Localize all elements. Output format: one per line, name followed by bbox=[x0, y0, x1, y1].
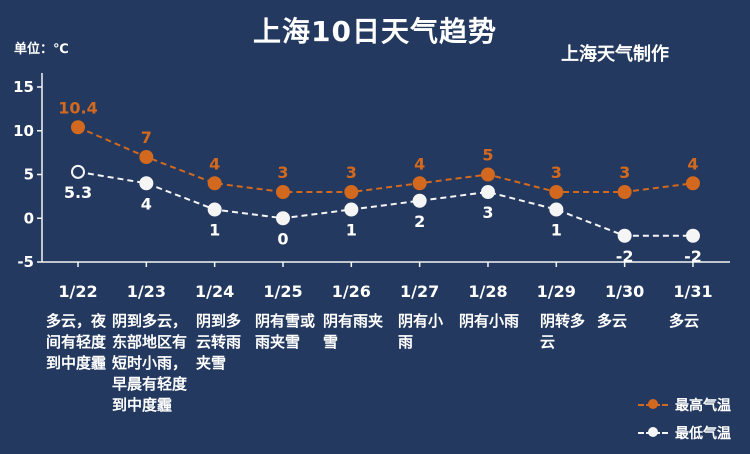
source-label: 上海天气制作 bbox=[561, 44, 669, 65]
weather-description: 阴到多 云转雨 夹雪 bbox=[196, 312, 242, 372]
high-point bbox=[480, 167, 495, 182]
low-point bbox=[412, 193, 427, 208]
x-tick-label: 1/26 bbox=[332, 282, 371, 301]
legend-low-label: 最低气温 bbox=[675, 426, 731, 442]
high-point bbox=[275, 185, 290, 199]
high-point bbox=[71, 120, 85, 135]
x-tick-label: 1/31 bbox=[673, 282, 712, 301]
legend: 最高气温 最低气温 bbox=[638, 390, 746, 448]
low-data-label: -2 bbox=[616, 247, 634, 266]
high-data-label: 10.4 bbox=[58, 98, 97, 117]
chart-title: 上海10日天气趋势 bbox=[253, 15, 497, 48]
low-data-label: 3 bbox=[482, 203, 493, 222]
weather-description: 阴有小雨 bbox=[459, 312, 520, 330]
low-data-label: 0 bbox=[277, 229, 288, 248]
high-point bbox=[617, 185, 632, 199]
high-data-label: 7 bbox=[141, 128, 152, 147]
high-point bbox=[685, 176, 700, 191]
weather-description: 阴到多云， 东部地区有 短时小雨， 早晨有轻度 到中度霾 bbox=[112, 312, 188, 414]
y-tick-label: 10 bbox=[13, 122, 34, 140]
low-data-label: 1 bbox=[209, 221, 220, 240]
high-point bbox=[139, 150, 154, 164]
weather-description: 阴有雨夹 雪 bbox=[323, 312, 384, 351]
high-data-label: 4 bbox=[414, 154, 425, 173]
low-point bbox=[617, 228, 632, 243]
low-point bbox=[71, 164, 85, 179]
series-layer bbox=[71, 120, 700, 243]
unit-label: 单位：℃ bbox=[14, 42, 69, 57]
legend-low: 最低气温 bbox=[638, 420, 746, 444]
low-data-label: 2 bbox=[414, 212, 425, 231]
y-tick-label: 5 bbox=[24, 166, 34, 184]
legend-low-dot bbox=[648, 427, 658, 437]
x-tick-label: 1/22 bbox=[58, 282, 97, 301]
legend-high-label: 最高气温 bbox=[675, 398, 731, 414]
weather-description: 阴转多 云 bbox=[540, 312, 586, 351]
weather-description: 多云 bbox=[669, 312, 700, 330]
x-tick-label: 1/27 bbox=[400, 282, 439, 301]
weather-description: 多云 bbox=[597, 312, 628, 330]
high-data-label: 3 bbox=[277, 163, 288, 182]
high-point bbox=[207, 176, 222, 191]
high-point bbox=[549, 185, 564, 199]
x-tick-label: 1/29 bbox=[537, 282, 576, 301]
high-point bbox=[344, 185, 359, 199]
low-point bbox=[480, 185, 495, 199]
weather-description: 多云，夜 间有轻度 到中度霾 bbox=[46, 312, 107, 372]
y-tick-label: 15 bbox=[13, 78, 34, 96]
x-tick-label: 1/24 bbox=[195, 282, 234, 301]
low-point bbox=[275, 211, 290, 226]
low-data-label: 1 bbox=[551, 221, 562, 240]
y-tick-label: 0 bbox=[24, 209, 34, 227]
low-data-label: -2 bbox=[684, 247, 702, 266]
high-data-label: 3 bbox=[619, 163, 630, 182]
low-data-label: 5.3 bbox=[64, 183, 92, 202]
x-tick-label: 1/25 bbox=[263, 282, 302, 301]
high-data-label: 5 bbox=[482, 146, 493, 165]
weather-description: 阴有雪或 雨夹雪 bbox=[255, 312, 316, 351]
high-data-label: 3 bbox=[551, 163, 562, 182]
low-data-label: 4 bbox=[141, 194, 152, 213]
legend-high-dot bbox=[648, 399, 658, 409]
low-point bbox=[685, 228, 700, 243]
x-tick-label: 1/30 bbox=[605, 282, 644, 301]
high-series-line bbox=[77, 126, 694, 193]
low-series-line bbox=[77, 170, 693, 237]
high-data-label: 4 bbox=[687, 154, 698, 173]
low-data-label: 1 bbox=[346, 221, 357, 240]
high-data-label: 4 bbox=[209, 154, 220, 173]
low-point bbox=[549, 202, 564, 217]
x-tick-label: 1/23 bbox=[127, 282, 166, 301]
high-point bbox=[412, 176, 427, 191]
x-tick-label: 1/28 bbox=[468, 282, 507, 301]
high-data-label: 3 bbox=[346, 163, 357, 182]
low-point bbox=[344, 202, 359, 217]
low-point bbox=[139, 176, 154, 191]
weather-description: 阴有小 雨 bbox=[398, 312, 444, 351]
legend-high: 最高气温 bbox=[638, 392, 746, 416]
low-point bbox=[207, 202, 222, 217]
y-tick-label: -5 bbox=[17, 253, 34, 271]
labels-layer: 10.4 7 4 3 3 4 5 3 3 4 5.3 4 1 0 1 2 3 1 -2 -2 bbox=[58, 98, 702, 266]
